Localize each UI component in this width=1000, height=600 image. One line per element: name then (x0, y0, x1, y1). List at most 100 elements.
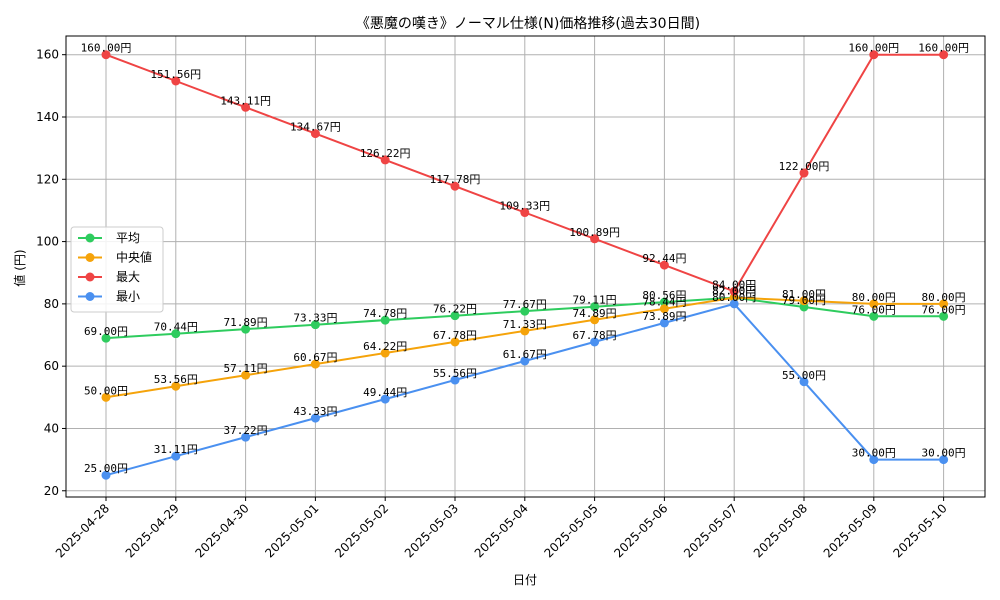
data-label-1-6: 71.33円 (503, 318, 547, 331)
data-point-1-6 (520, 326, 530, 336)
data-label-2-2: 143.11円 (220, 94, 271, 107)
data-labels-group: 69.00円 70.44円 71.89円 73.33円 74.78円 76.22円 77.6… (81, 42, 969, 476)
data-point-2-2 (241, 102, 251, 112)
data-label-3-11: 30.00円 (852, 447, 896, 460)
data-point-3-2 (241, 432, 251, 442)
data-point-2-4 (380, 155, 390, 165)
data-point-1-9 (729, 293, 739, 303)
y-tick-label: 120 (36, 172, 59, 186)
x-axis-label: 日付 (513, 573, 537, 587)
data-label-3-7: 67.78円 (573, 329, 617, 342)
data-point-0-7 (590, 302, 600, 312)
plot-area-frame (65, 35, 986, 498)
data-label-1-0: 50.00円 (84, 384, 128, 397)
data-label-2-5: 117.78円 (430, 173, 481, 186)
data-label-2-9: 84.00円 (712, 278, 756, 291)
data-point-0-1 (171, 329, 181, 339)
y-tick-label: 160 (36, 48, 59, 62)
data-label-2-11: 160.00円 (848, 42, 899, 55)
data-point-3-6 (520, 356, 530, 366)
y-axis-label: 値 (円) (12, 249, 27, 286)
legend-box (70, 226, 164, 313)
y-tick-label: 80 (44, 297, 59, 311)
data-point-1-11 (869, 299, 879, 309)
data-point-3-0 (101, 470, 111, 480)
data-label-1-8: 78.44円 (642, 296, 686, 309)
data-label-0-5: 76.22円 (433, 303, 477, 316)
data-point-0-5 (450, 311, 460, 321)
series-group (101, 50, 949, 480)
data-point-1-3 (310, 359, 320, 369)
data-label-3-2: 37.22円 (224, 424, 268, 437)
data-point-0-0 (101, 333, 111, 343)
data-label-0-7: 79.11円 (573, 294, 617, 307)
data-point-2-12 (939, 50, 949, 60)
data-label-1-5: 67.78円 (433, 329, 477, 342)
data-point-3-12 (939, 455, 949, 465)
data-label-2-1: 151.56円 (150, 68, 201, 81)
data-label-1-7: 74.89円 (573, 307, 617, 320)
data-label-2-0: 160.00円 (81, 42, 132, 55)
data-point-0-6 (520, 306, 530, 316)
data-point-1-7 (590, 315, 600, 325)
data-label-3-6: 61.67円 (503, 348, 547, 361)
data-point-0-3 (310, 320, 320, 330)
data-label-0-3: 73.33円 (293, 312, 337, 325)
data-point-2-5 (450, 181, 460, 191)
data-label-2-10: 122.00円 (779, 160, 830, 173)
data-label-0-12: 76.00円 (922, 303, 966, 316)
data-label-3-9: 80.00円 (712, 291, 756, 304)
data-point-1-12 (939, 299, 949, 309)
data-point-3-10 (799, 377, 809, 387)
data-label-0-4: 74.78円 (363, 307, 407, 320)
data-label-2-12: 160.00円 (918, 42, 969, 55)
legend-label-3: 最小 (116, 290, 140, 304)
data-label-3-5: 55.56円 (433, 367, 477, 380)
data-label-2-6: 109.33円 (499, 200, 550, 213)
data-point-2-3 (310, 129, 320, 139)
data-point-3-11 (869, 455, 879, 465)
data-point-1-0 (101, 392, 111, 402)
data-point-3-3 (310, 413, 320, 423)
data-point-2-1 (171, 76, 181, 86)
data-point-2-0 (101, 50, 111, 60)
data-label-3-12: 30.00円 (922, 447, 966, 460)
data-label-3-10: 55.00円 (782, 369, 826, 382)
data-point-1-1 (171, 381, 181, 391)
grid-lines (66, 36, 985, 497)
legend-marker-0 (85, 233, 95, 243)
data-label-2-8: 92.44円 (642, 252, 686, 265)
data-point-1-2 (241, 370, 251, 380)
data-label-1-9: 82.00円 (712, 285, 756, 298)
data-label-2-3: 134.67円 (290, 121, 341, 134)
y-tick-label: 20 (44, 484, 59, 498)
data-point-0-12 (939, 311, 949, 321)
legend-label-1: 中央値 (116, 250, 152, 265)
data-point-3-8 (659, 318, 669, 328)
data-point-3-5 (450, 375, 460, 385)
data-point-2-8 (659, 260, 669, 270)
data-point-1-5 (450, 337, 460, 347)
data-point-0-8 (659, 297, 669, 307)
y-tick-label: 140 (36, 110, 59, 124)
data-point-1-4 (380, 348, 390, 358)
data-label-0-11: 76.00円 (852, 303, 896, 316)
y-tick-label: 100 (36, 235, 59, 249)
data-label-0-8: 80.56円 (642, 289, 686, 302)
data-label-2-7: 100.89円 (569, 226, 620, 239)
chart-title: 《悪魔の嘆き》ノーマル仕様(N)価格推移(過去30日間) (356, 16, 700, 32)
data-point-3-1 (171, 451, 181, 461)
data-point-3-9 (729, 299, 739, 309)
legend-marker-2 (85, 272, 95, 282)
data-label-3-1: 31.11円 (154, 443, 198, 456)
data-label-3-8: 73.89円 (642, 310, 686, 323)
data-label-0-9: 82.00円 (712, 285, 756, 298)
data-label-0-0: 69.00円 (84, 325, 128, 338)
data-label-1-3: 60.67円 (293, 351, 337, 364)
data-label-1-1: 53.56円 (154, 373, 198, 386)
y-tick-label: 60 (44, 359, 59, 373)
data-label-3-0: 25.00円 (84, 462, 128, 475)
data-label-0-2: 71.89円 (224, 316, 268, 329)
